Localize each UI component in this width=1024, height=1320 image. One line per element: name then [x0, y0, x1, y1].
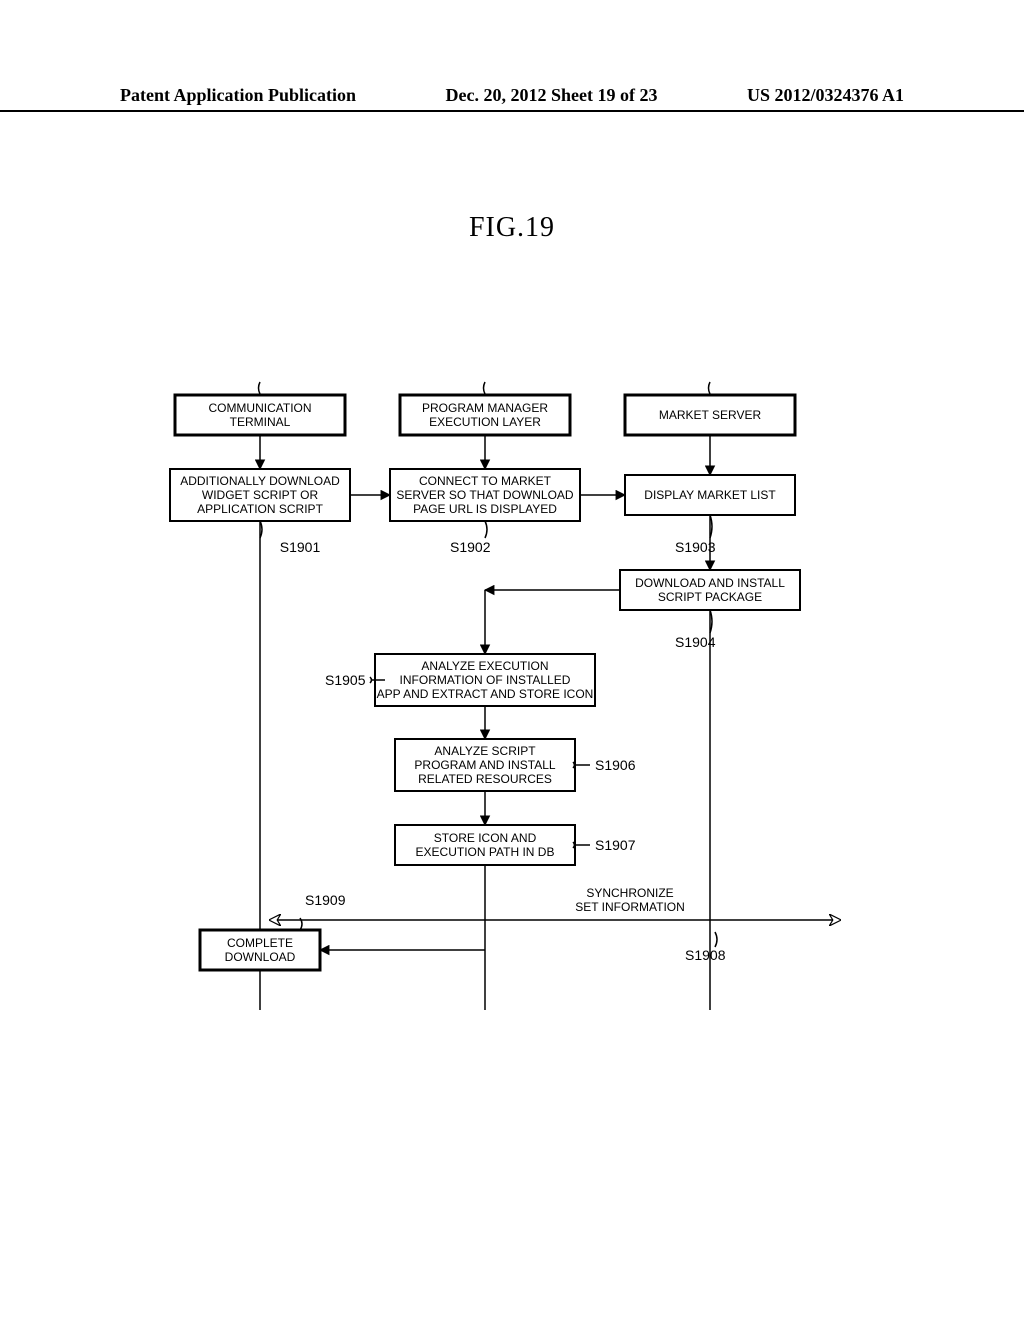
svg-text:SERVER SO THAT DOWNLOAD: SERVER SO THAT DOWNLOAD: [396, 488, 573, 502]
svg-text:COMMUNICATION: COMMUNICATION: [208, 401, 311, 415]
svg-text:EXECUTION PATH IN DB: EXECUTION PATH IN DB: [416, 845, 555, 859]
flowchart-diagram: 12491COMMUNICATIONTERMINALPROGRAM MANAGE…: [140, 380, 870, 1060]
svg-text:SET INFORMATION: SET INFORMATION: [575, 900, 685, 914]
svg-text:SYNCHRONIZE: SYNCHRONIZE: [586, 886, 673, 900]
svg-text:DOWNLOAD AND INSTALL: DOWNLOAD AND INSTALL: [635, 576, 785, 590]
svg-text:S1903: S1903: [675, 539, 716, 555]
svg-text:S1909: S1909: [305, 892, 346, 908]
svg-text:S1905: S1905: [325, 672, 366, 688]
header-center: Dec. 20, 2012 Sheet 19 of 23: [446, 85, 658, 106]
header-right: US 2012/0324376 A1: [747, 85, 904, 106]
svg-text:APP AND EXTRACT AND STORE ICON: APP AND EXTRACT AND STORE ICON: [377, 687, 594, 701]
svg-text:APPLICATION SCRIPT: APPLICATION SCRIPT: [197, 502, 323, 516]
svg-text:MARKET SERVER: MARKET SERVER: [659, 408, 762, 422]
svg-text:ANALYZE EXECUTION: ANALYZE EXECUTION: [421, 659, 548, 673]
svg-text:S1908: S1908: [685, 947, 726, 963]
svg-text:TERMINAL: TERMINAL: [230, 415, 291, 429]
svg-text:DISPLAY MARKET LIST: DISPLAY MARKET LIST: [644, 488, 776, 502]
svg-text:INFORMATION OF INSTALLED: INFORMATION OF INSTALLED: [400, 673, 571, 687]
svg-text:STORE ICON AND: STORE ICON AND: [434, 831, 537, 845]
svg-text:PROGRAM AND INSTALL: PROGRAM AND INSTALL: [414, 758, 555, 772]
svg-text:S1904: S1904: [675, 634, 716, 650]
svg-text:CONNECT TO MARKET: CONNECT TO MARKET: [419, 474, 552, 488]
svg-text:S1906: S1906: [595, 757, 636, 773]
svg-text:PROGRAM MANAGER: PROGRAM MANAGER: [422, 401, 548, 415]
svg-text:SCRIPT PACKAGE: SCRIPT PACKAGE: [658, 590, 762, 604]
header-left: Patent Application Publication: [120, 85, 356, 106]
svg-text:S1901: S1901: [280, 539, 321, 555]
svg-text:WIDGET SCRIPT OR: WIDGET SCRIPT OR: [202, 488, 319, 502]
svg-text:DOWNLOAD: DOWNLOAD: [225, 950, 296, 964]
page-header: Patent Application Publication Dec. 20, …: [0, 85, 1024, 112]
svg-text:S1902: S1902: [450, 539, 491, 555]
svg-text:EXECUTION LAYER: EXECUTION LAYER: [429, 415, 541, 429]
svg-text:RELATED RESOURCES: RELATED RESOURCES: [418, 772, 552, 786]
svg-text:PAGE URL IS DISPLAYED: PAGE URL IS DISPLAYED: [413, 502, 557, 516]
svg-text:ANALYZE SCRIPT: ANALYZE SCRIPT: [434, 744, 536, 758]
svg-text:ADDITIONALLY DOWNLOAD: ADDITIONALLY DOWNLOAD: [180, 474, 340, 488]
svg-text:S1907: S1907: [595, 837, 636, 853]
figure-title: FIG.19: [0, 212, 1024, 244]
svg-text:COMPLETE: COMPLETE: [227, 936, 293, 950]
